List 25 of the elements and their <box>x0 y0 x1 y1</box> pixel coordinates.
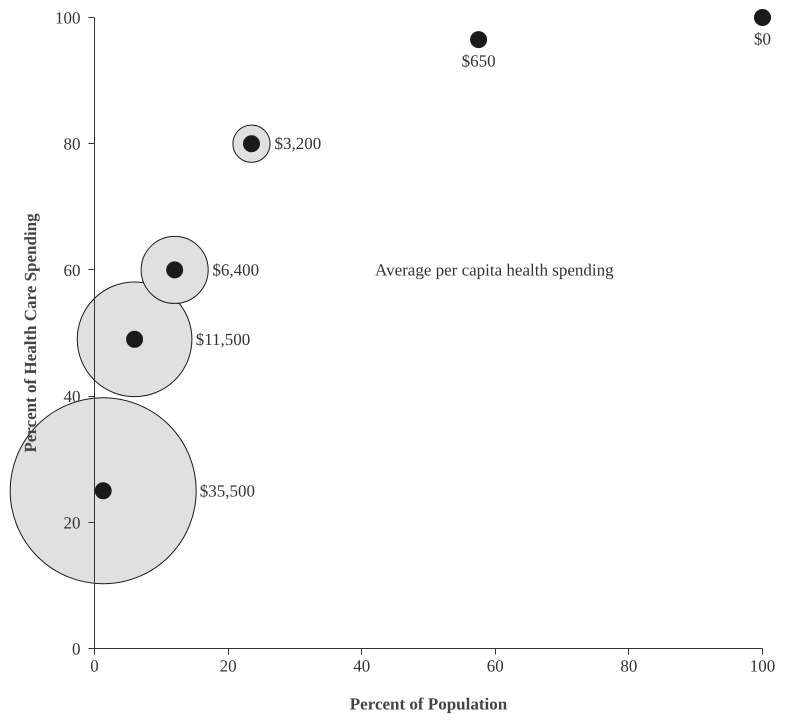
x-axis-title: Percent of Population <box>350 694 508 714</box>
x-tick-label: 0 <box>90 656 99 676</box>
annotation: $650 <box>462 52 496 71</box>
y-tick-label: 20 <box>64 513 80 532</box>
y-axis-title: Percent of Health Care Spending <box>21 212 40 453</box>
x-tick-label: 20 <box>220 656 237 676</box>
point <box>470 31 488 48</box>
annotation: Average per capita health spending <box>375 260 614 280</box>
y-tick-label: 40 <box>64 387 80 406</box>
x-tick-label: 100 <box>750 656 776 676</box>
x-tick-label: 40 <box>353 656 370 676</box>
annotation: $0 <box>754 30 771 48</box>
point <box>754 9 771 26</box>
y-tick-label: 0 <box>72 640 80 658</box>
annotation: $6,400 <box>212 260 260 280</box>
annotation: $11,500 <box>196 330 250 349</box>
point <box>126 330 144 348</box>
x-tick-label: 80 <box>620 656 638 676</box>
annotation: $3,200 <box>274 134 322 154</box>
y-tick-label: 80 <box>64 134 80 154</box>
annotation: $35,500 <box>200 481 255 500</box>
y-tick-label: 100 <box>55 8 80 28</box>
point <box>94 482 112 500</box>
y-tick-label: 60 <box>64 260 80 280</box>
x-tick-label: 60 <box>486 656 504 676</box>
